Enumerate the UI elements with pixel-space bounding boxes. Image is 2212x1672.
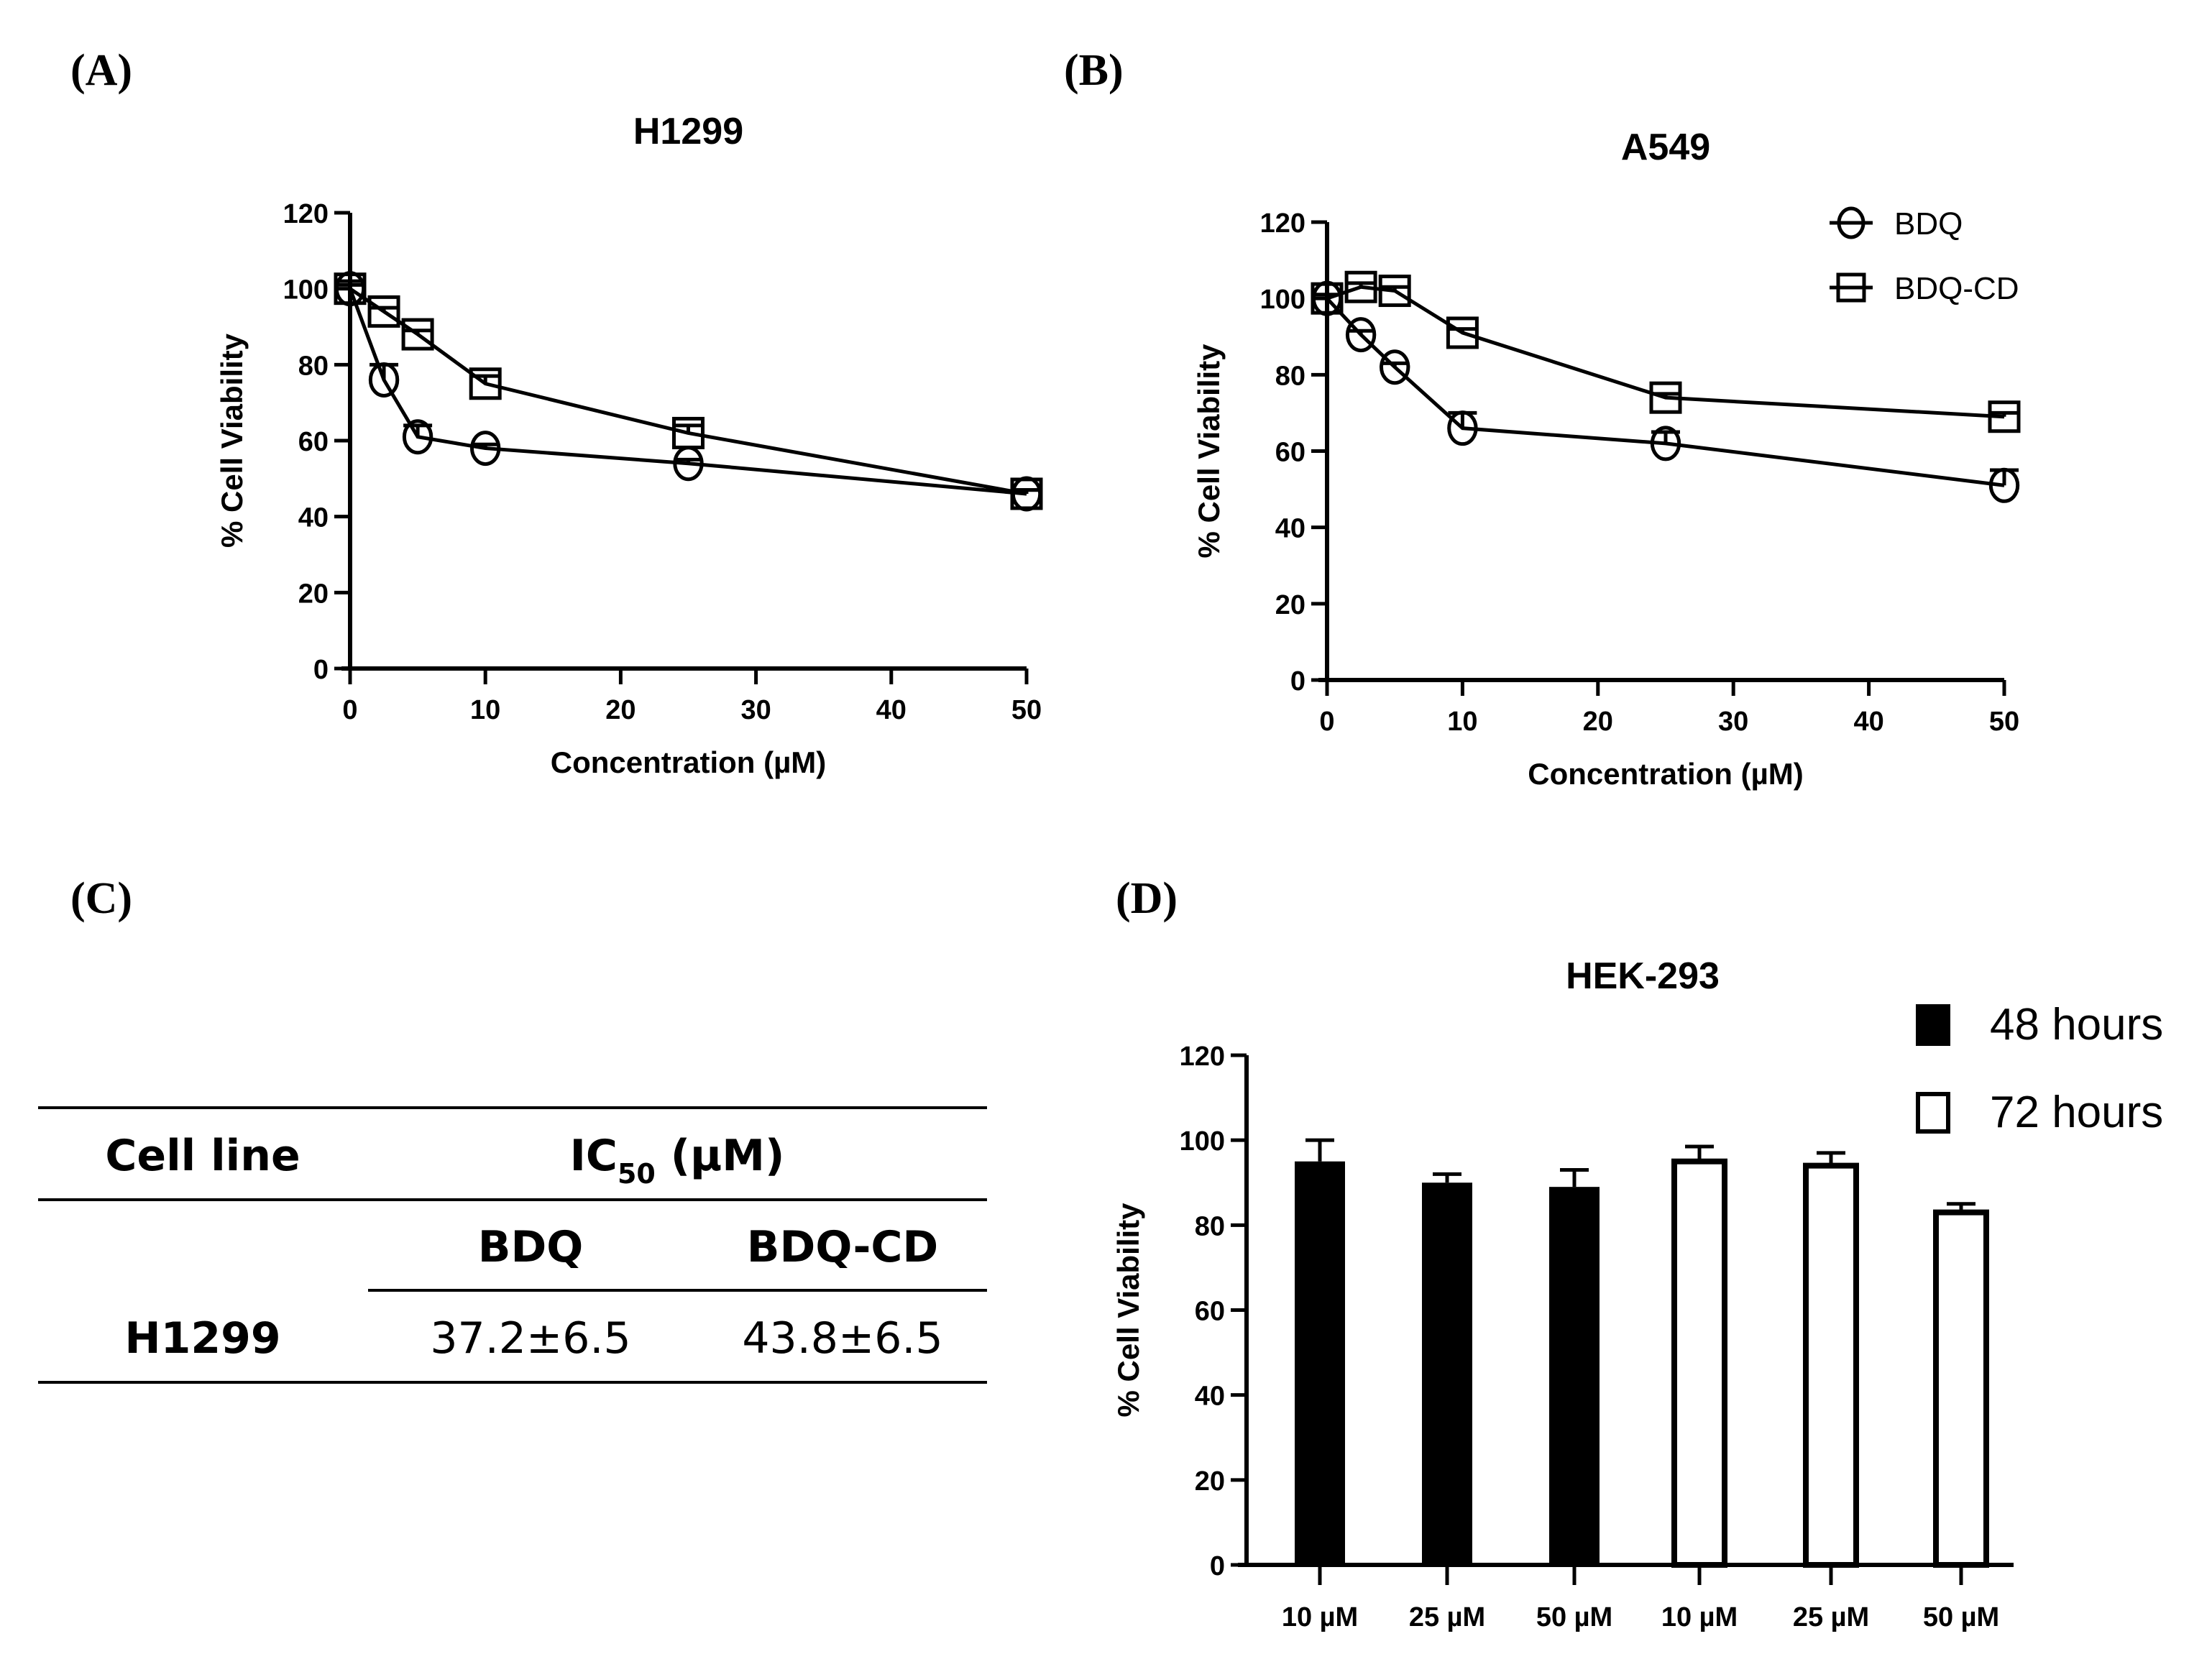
table-header-ic50: IC50 (µM) — [570, 1131, 785, 1190]
legend-marker-bdq-cd — [1836, 272, 1866, 303]
y-tick-label: 100 — [283, 275, 329, 306]
data-point-bdq-cd — [1649, 381, 1682, 414]
x-tick-label: 25 µM — [1409, 1602, 1485, 1632]
y-tick-label: 120 — [1180, 1042, 1225, 1072]
legend-label: 72 hours — [1990, 1088, 2163, 1137]
table-value-bdq: 37.2±6.5 — [430, 1313, 630, 1364]
data-point-bdq — [368, 362, 400, 398]
x-tick-label: 10 µM — [1661, 1602, 1738, 1632]
y-tick-label: 100 — [1180, 1126, 1225, 1157]
series-line-bdq — [1326, 297, 2005, 487]
y-tick-label: 60 — [298, 427, 329, 457]
legend-swatch — [1916, 1004, 1950, 1046]
chart-title: HEK-293 — [1566, 955, 1720, 997]
bar-48h — [1422, 1182, 1472, 1565]
x-axis-label: Concentration (µM) — [551, 745, 827, 779]
y-tick-label: 80 — [1275, 361, 1305, 391]
data-point-bdq-cd — [1344, 270, 1377, 303]
x-tick-label: 50 µM — [1536, 1602, 1612, 1632]
y-tick-label: 0 — [313, 655, 329, 685]
data-point-bdq — [1447, 410, 1478, 446]
data-point-bdq — [1988, 467, 2020, 503]
legend-label: BDQ — [1894, 206, 1963, 242]
x-tick-label: 50 — [1989, 707, 2019, 737]
legend-swatch — [1916, 1092, 1950, 1134]
legend-label: 48 hours — [1990, 1000, 2163, 1049]
y-axis-label: % Cell Viability — [215, 333, 249, 548]
table-subheader-bdq-cd: BDQ-CD — [747, 1222, 938, 1272]
chart-b: A549 0 20 40 60 80 100 120 0 10 20 30 40 50 Concentrat… — [1192, 127, 2021, 791]
bar-72h — [1671, 1158, 1727, 1568]
x-tick-label: 10 — [470, 695, 500, 725]
data-point-bdq-cd — [401, 318, 434, 351]
bar-72h — [1803, 1162, 1859, 1568]
y-tick-label: 0 — [1290, 666, 1305, 697]
y-tick-label: 20 — [1195, 1466, 1225, 1497]
x-tick-label: 0 — [342, 695, 357, 725]
y-tick-label: 60 — [1195, 1297, 1225, 1327]
data-point-bdq-cd — [1311, 282, 1344, 315]
legend-marker-bdq — [1837, 206, 1865, 239]
table-header-cell-line: Cell line — [105, 1131, 300, 1181]
x-tick-label: 20 — [1583, 707, 1613, 737]
legend-label: BDQ-CD — [1894, 271, 2019, 306]
data-point-bdq-cd — [1988, 400, 2021, 433]
x-tick-label: 10 µM — [1282, 1602, 1358, 1632]
table-subheader-bdq: BDQ — [478, 1222, 584, 1272]
y-tick-label: 80 — [1195, 1211, 1225, 1241]
chart-a: H1299 0 20 40 60 80 100 120 0 10 20 30 40 50 Concentra… — [215, 111, 1043, 779]
chart-title: H1299 — [633, 111, 743, 152]
data-point-bdq-cd — [672, 416, 705, 449]
chart-d: HEK-293 0 20 40 60 80 100 120 % Cell Viability 10… — [1111, 955, 2163, 1632]
chart-title: A549 — [1621, 127, 1710, 168]
y-tick-label: 120 — [1260, 208, 1305, 239]
x-tick-label: 10 — [1447, 707, 1477, 737]
y-axis-label: % Cell Viability — [1192, 344, 1226, 559]
y-tick-label: 40 — [1275, 514, 1305, 544]
data-point-bdq — [470, 431, 501, 467]
y-tick-label: 120 — [283, 199, 329, 229]
bar-48h — [1549, 1187, 1600, 1565]
x-tick-label: 0 — [1319, 707, 1334, 737]
data-point-bdq-cd — [1446, 316, 1479, 349]
y-tick-label: 60 — [1275, 438, 1305, 468]
y-tick-label: 0 — [1210, 1551, 1225, 1581]
panel-label-b: (B) — [1064, 46, 1124, 95]
data-point-bdq-cd — [367, 295, 400, 328]
x-tick-label: 40 — [876, 695, 907, 725]
y-tick-label: 100 — [1260, 285, 1305, 315]
x-axis-label: Concentration (µM) — [1528, 757, 1804, 791]
data-point-bdq — [402, 419, 433, 455]
x-tick-label: 50 — [1011, 695, 1042, 725]
table-value-bdq-cd: 43.8±6.5 — [742, 1313, 942, 1364]
data-point-bdq-cd — [1378, 275, 1411, 308]
bar-48h — [1295, 1161, 1345, 1565]
y-tick-label: 40 — [298, 503, 329, 533]
series-line-bdq-cd — [1326, 285, 2005, 419]
y-tick-label: 20 — [1275, 590, 1305, 620]
data-point-bdq — [1380, 349, 1410, 385]
x-tick-label: 20 — [605, 695, 635, 725]
table-cell-line: H1299 — [124, 1313, 280, 1364]
x-tick-label: 25 µM — [1793, 1602, 1869, 1632]
panel-label-a: (A) — [70, 46, 132, 95]
data-point-bdq — [1345, 317, 1377, 353]
bar-72h — [1933, 1209, 1989, 1568]
panel-label-c: (C) — [70, 874, 132, 923]
data-point-bdq-cd — [334, 272, 367, 306]
x-tick-label: 40 — [1853, 707, 1883, 737]
data-point-bdq-cd — [469, 367, 502, 400]
x-tick-label: 30 — [1718, 707, 1748, 737]
panel-label-d: (D) — [1116, 874, 1178, 923]
y-axis-label: % Cell Viability — [1111, 1203, 1145, 1418]
y-tick-label: 20 — [298, 579, 329, 609]
ic50-table: Cell line IC50 (µM) BDQ BDQ-CD H1299 37.… — [38, 1106, 987, 1384]
data-point-bdq — [1650, 426, 1681, 461]
x-tick-label: 50 µM — [1923, 1602, 1999, 1632]
data-point-bdq-cd — [1010, 477, 1043, 510]
y-tick-label: 80 — [298, 351, 329, 381]
x-tick-label: 30 — [740, 695, 771, 725]
y-tick-label: 40 — [1195, 1382, 1225, 1412]
